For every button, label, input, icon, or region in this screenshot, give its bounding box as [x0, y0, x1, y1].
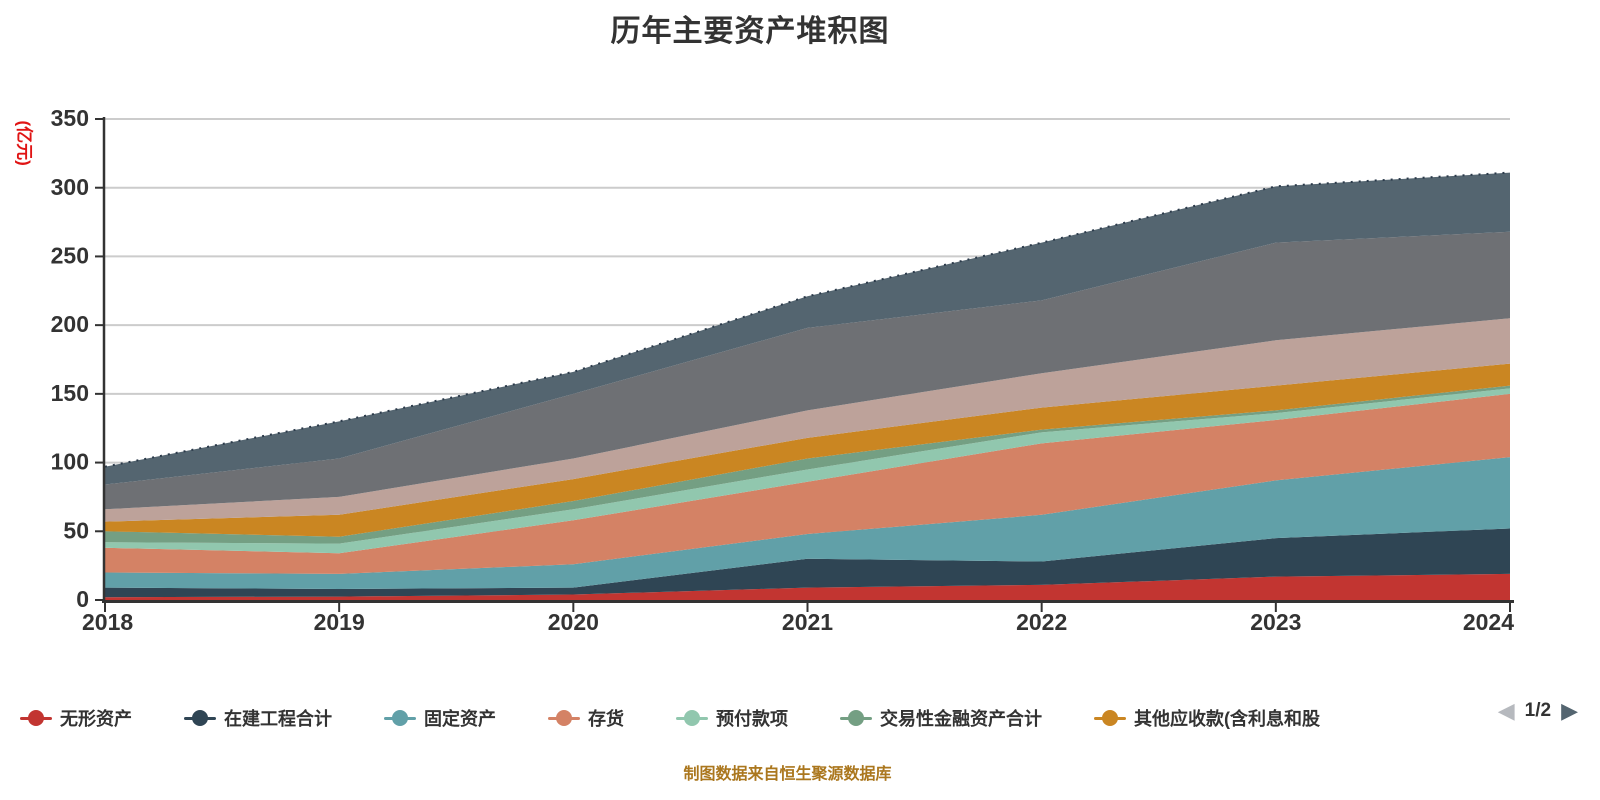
legend-item-label: 固定资产: [424, 709, 496, 729]
legend-item-label: 在建工程合计: [224, 709, 332, 729]
legend-line-circle-icon: [384, 710, 416, 726]
area-series-在建工程合计[interactable]: [105, 528, 1510, 598]
legend-item-2[interactable]: 固定资产: [384, 705, 496, 731]
y-axis-label-350: 350: [51, 105, 89, 131]
legend: 无形资产 在建工程合计 固定资产 存货 预付款项 交易性金融资产合计 其他应收款(含利息和股: [20, 698, 1580, 738]
legend-line-circle-icon: [676, 710, 708, 726]
legend-item-3[interactable]: 存货: [548, 705, 624, 731]
legend-line-circle-icon: [1094, 710, 1126, 726]
y-axis-label-150: 150: [51, 380, 89, 406]
legend-page-indicator: 1/2: [1524, 700, 1552, 721]
legend-item-label: 无形资产: [60, 709, 132, 729]
legend-line-circle-icon: [20, 710, 52, 726]
x-axis-label-2018: 2018: [82, 609, 133, 635]
data-source-note: 制图数据来自恒生聚源数据库: [683, 766, 892, 783]
legend-item-1[interactable]: 在建工程合计: [184, 705, 332, 731]
area-series-7[interactable]: [105, 318, 1510, 522]
y-axis-label-200: 200: [51, 311, 89, 337]
legend-line-circle-icon: [548, 710, 580, 726]
legend-item-5[interactable]: 交易性金融资产合计: [840, 705, 1042, 731]
legend-line-circle-icon: [840, 710, 872, 726]
y-axis-label-250: 250: [51, 243, 89, 269]
y-axis-label-300: 300: [51, 174, 89, 200]
legend-item-4[interactable]: 预付款项: [676, 705, 788, 731]
legend-prev-page-icon[interactable]: ◀: [1497, 698, 1515, 723]
legend-item-label: 预付款项: [716, 709, 788, 729]
x-axis-label-2022: 2022: [1016, 609, 1067, 635]
area-series-交易性金融资产合计[interactable]: [105, 385, 1510, 544]
legend-item-label: 存货: [588, 709, 624, 729]
area-series-8[interactable]: [105, 231, 1510, 510]
legend-item-label: 其他应收款(含利息和股: [1134, 709, 1320, 729]
x-axis-label-2023: 2023: [1250, 609, 1301, 635]
legend-line-circle-icon: [184, 710, 216, 726]
x-axis-label-2024: 2024: [1463, 609, 1514, 635]
legend-item-0[interactable]: 无形资产: [20, 705, 132, 731]
area-series-固定资产[interactable]: [105, 457, 1510, 590]
area-series-无形资产[interactable]: [105, 573, 1510, 600]
y-axis-label-50: 50: [63, 517, 89, 543]
x-axis-label-2021: 2021: [782, 609, 833, 635]
legend-item-6[interactable]: 其他应收款(含利息和股: [1094, 705, 1320, 731]
area-series-9[interactable]: [105, 172, 1510, 485]
legend-next-page-icon[interactable]: ▶: [1561, 698, 1578, 723]
area-series-存货[interactable]: [105, 393, 1510, 574]
chart-title: 历年主要资产堆积图: [610, 15, 890, 48]
legend-item-label: 交易性金融资产合计: [880, 709, 1042, 729]
x-axis-label-2019: 2019: [314, 609, 365, 635]
y-axis-label-0: 0: [76, 586, 89, 612]
area-series-其他应收款(含利息和股[interactable]: [105, 363, 1510, 537]
area-series-预付款项[interactable]: [105, 388, 1510, 554]
y-axis-label-100: 100: [51, 449, 89, 475]
legend-pagination: ◀ 1/2 ▶: [1498, 700, 1578, 722]
y-axis-unit-label: (亿元): [14, 120, 34, 166]
x-axis-label-2020: 2020: [548, 609, 599, 635]
